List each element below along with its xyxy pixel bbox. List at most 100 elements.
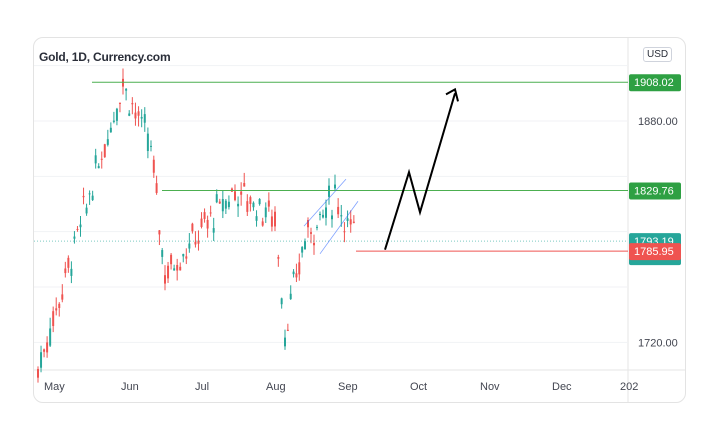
candle-body [252,202,255,208]
candle-body [221,199,224,212]
candle-body [103,144,106,158]
candle-body [85,207,88,214]
candle-body [284,337,286,347]
candle-body [277,257,280,259]
candle-body [40,352,43,368]
candle-body [109,127,112,133]
candle-body [331,215,333,220]
candle-body [237,203,240,207]
candle-body [310,232,312,234]
candle-body [200,218,203,227]
candle-body [167,265,170,279]
candle-body [328,185,330,197]
candle-body [322,214,324,218]
candle-body [155,183,158,193]
candle-body [289,293,292,300]
candle-body [173,268,176,271]
candle-body [307,220,309,228]
resistance-high-price-label [629,74,681,92]
candle-body [203,212,206,219]
x-tick-label: Jun [121,381,139,393]
candle-body [164,275,166,284]
candle-body [249,197,252,204]
candle-body [106,139,109,145]
candle-body [270,216,273,227]
candle-body [88,193,91,195]
candle-body [246,201,249,212]
y-tick-label: 1880.00 [638,116,678,128]
support-price-label [629,243,681,261]
y-tick-label: 1720.00 [638,337,678,349]
candle-body [100,158,103,160]
x-tick-label: Oct [410,381,427,393]
candle-body [316,226,318,228]
candle-body [115,108,118,121]
x-tick-label: Jul [195,381,209,393]
candle-body [128,113,131,116]
candle-body [298,262,301,275]
chart-card: Gold, 1D, Currency.com USD May Jun Jul Aug S… [33,37,686,403]
candle-body [218,201,221,204]
candle-body [267,200,270,207]
candle-body [176,264,179,271]
candle-body [243,183,246,187]
candle-body [286,329,289,331]
x-tick-label: Sep [338,381,358,393]
candle-body [337,206,340,215]
candle-body [49,328,52,346]
x-tick-label: 202 [620,381,638,393]
candle-body [301,247,304,253]
candle-body [64,268,67,274]
candle-body [280,298,283,305]
candle-body [313,242,315,246]
candle-body [97,166,100,169]
candle-body [209,212,212,214]
candle-body [146,133,149,151]
candle-body [125,88,128,91]
x-tick-label: May [44,381,65,393]
candle-body [197,240,200,244]
candle-body [112,120,115,122]
candle-body [76,228,79,230]
candle-body [340,215,343,217]
candle-body [179,266,182,271]
candle-body [55,308,58,311]
candle-body [255,216,258,221]
candle-body [58,303,61,309]
candle-body [79,224,82,228]
currency-unit-badge[interactable]: USD [643,47,673,62]
candle-body [224,200,227,209]
candle-body [319,213,321,215]
candle-body [37,369,39,378]
candle-body [258,199,261,205]
channel-line-upper [303,178,347,227]
candle-body [152,159,155,173]
candle-body [215,194,218,203]
candle-body [343,231,346,233]
candle-body [240,191,243,195]
candle-body [212,228,215,233]
candle-body [188,243,191,249]
candle-body [91,195,94,201]
candle-body [137,111,140,116]
x-tick-label: Aug [266,381,286,393]
chart-title: Gold, 1D, Currency.com [39,50,171,64]
candle-body [185,256,188,259]
resistance-mid-price-label [629,182,681,200]
projection-arrow [384,93,456,250]
candle-body [73,236,76,239]
candle-body [295,273,298,278]
candle-body [161,250,164,257]
candle-body [264,207,267,218]
candle-body [118,102,121,104]
candle-body [140,116,143,119]
candle-body [43,349,46,352]
resistance-high-price-label-text: 1908.02 [634,77,674,89]
x-tick-label: Dec [552,381,572,393]
candle-body [206,219,209,229]
candle-body [143,114,146,123]
candle-body [261,221,264,226]
candle-body [234,191,236,201]
price-chart[interactable]: May Jun Jul Aug Sep Oct Nov Dec 202 1720.00 1880.0… [34,38,685,402]
projection-arrow-head [445,87,459,102]
